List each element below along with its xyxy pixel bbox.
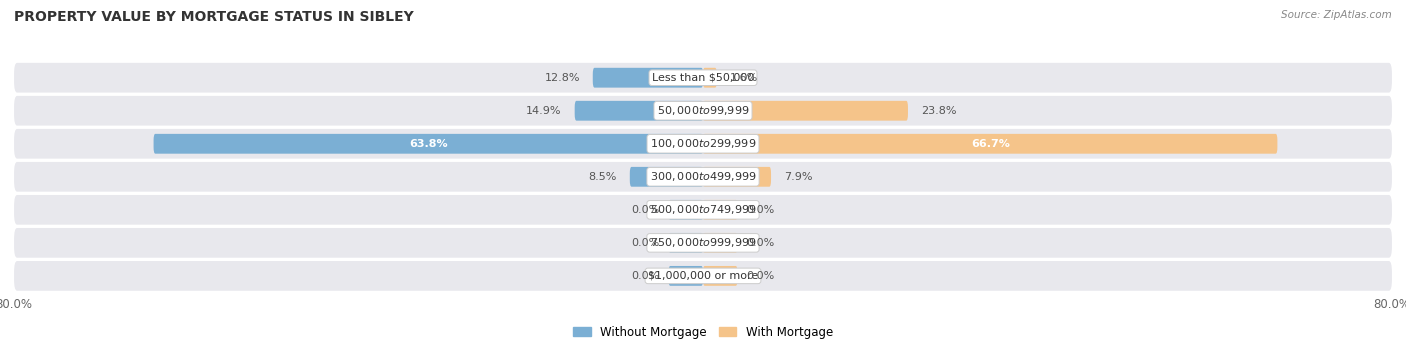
FancyBboxPatch shape — [575, 101, 703, 121]
Text: 0.0%: 0.0% — [747, 205, 775, 215]
Legend: Without Mortgage, With Mortgage: Without Mortgage, With Mortgage — [568, 321, 838, 340]
Text: 12.8%: 12.8% — [544, 73, 579, 83]
FancyBboxPatch shape — [593, 68, 703, 88]
FancyBboxPatch shape — [14, 162, 1392, 192]
Text: 8.5%: 8.5% — [589, 172, 617, 182]
FancyBboxPatch shape — [669, 233, 703, 253]
FancyBboxPatch shape — [703, 167, 770, 187]
FancyBboxPatch shape — [703, 101, 908, 121]
Text: PROPERTY VALUE BY MORTGAGE STATUS IN SIBLEY: PROPERTY VALUE BY MORTGAGE STATUS IN SIB… — [14, 10, 413, 24]
Text: 0.0%: 0.0% — [747, 238, 775, 248]
Text: $1,000,000 or more: $1,000,000 or more — [648, 271, 758, 281]
FancyBboxPatch shape — [14, 129, 1392, 159]
Text: $500,000 to $749,999: $500,000 to $749,999 — [650, 203, 756, 216]
Text: $750,000 to $999,999: $750,000 to $999,999 — [650, 236, 756, 249]
Text: 63.8%: 63.8% — [409, 139, 447, 149]
FancyBboxPatch shape — [14, 63, 1392, 92]
Text: 23.8%: 23.8% — [921, 106, 956, 116]
FancyBboxPatch shape — [14, 195, 1392, 225]
FancyBboxPatch shape — [153, 134, 703, 154]
Text: 1.6%: 1.6% — [730, 73, 758, 83]
FancyBboxPatch shape — [669, 200, 703, 220]
Text: 7.9%: 7.9% — [785, 172, 813, 182]
Text: Less than $50,000: Less than $50,000 — [652, 73, 754, 83]
Text: $300,000 to $499,999: $300,000 to $499,999 — [650, 170, 756, 183]
Text: 66.7%: 66.7% — [970, 139, 1010, 149]
Text: Source: ZipAtlas.com: Source: ZipAtlas.com — [1281, 10, 1392, 20]
Text: $50,000 to $99,999: $50,000 to $99,999 — [657, 104, 749, 117]
Text: 0.0%: 0.0% — [631, 271, 659, 281]
FancyBboxPatch shape — [703, 134, 1278, 154]
Text: 0.0%: 0.0% — [631, 238, 659, 248]
Text: 0.0%: 0.0% — [747, 271, 775, 281]
Text: 14.9%: 14.9% — [526, 106, 562, 116]
FancyBboxPatch shape — [703, 233, 738, 253]
FancyBboxPatch shape — [669, 266, 703, 286]
FancyBboxPatch shape — [703, 200, 738, 220]
Text: $100,000 to $299,999: $100,000 to $299,999 — [650, 137, 756, 150]
FancyBboxPatch shape — [630, 167, 703, 187]
FancyBboxPatch shape — [14, 228, 1392, 258]
FancyBboxPatch shape — [14, 96, 1392, 125]
FancyBboxPatch shape — [14, 261, 1392, 291]
FancyBboxPatch shape — [703, 266, 738, 286]
Text: 0.0%: 0.0% — [631, 205, 659, 215]
FancyBboxPatch shape — [703, 68, 717, 88]
